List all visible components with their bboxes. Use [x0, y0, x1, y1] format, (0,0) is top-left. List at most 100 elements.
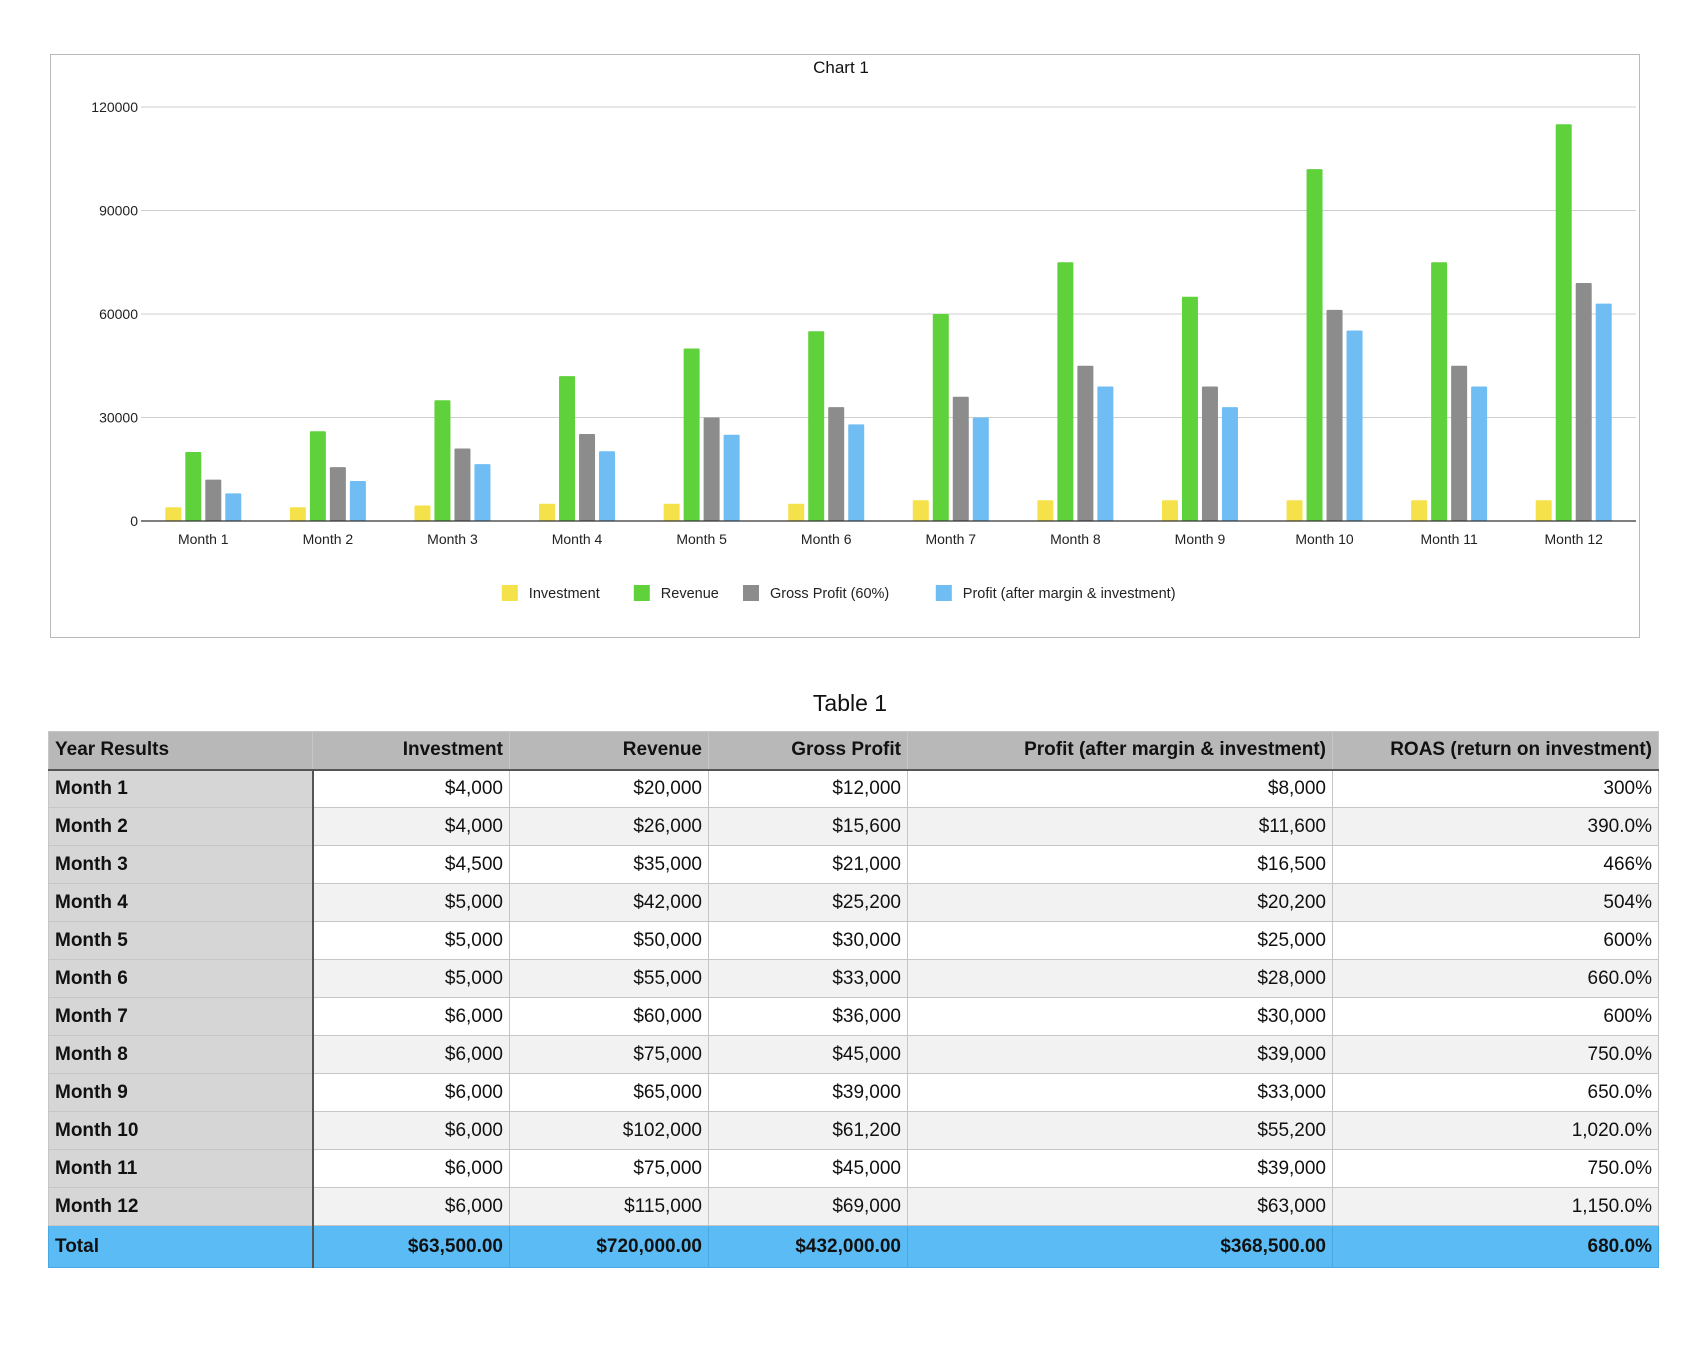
roas-cell: 390.0% [1332, 807, 1659, 846]
legend-swatch [633, 585, 650, 601]
bar-investment-2 [289, 507, 306, 521]
profit-cell: $39,000 [907, 1149, 1333, 1188]
row-label: Month 1 [48, 769, 314, 808]
bar-gross-profit-60-7 [952, 396, 969, 521]
x-tick-label: Month 3 [427, 531, 478, 547]
bar-investment-12 [1535, 500, 1552, 521]
bar-revenue-12 [1555, 124, 1572, 521]
revenue-cell: $115,000 [509, 1187, 709, 1226]
bar-gross-profit-60-11 [1451, 365, 1468, 521]
bar-gross-profit-60-1 [205, 479, 222, 521]
bar-revenue-1 [185, 452, 202, 521]
legend: Investment Revenue Gross Profit (60%) Profi… [501, 585, 1176, 602]
row-label: Month 2 [48, 807, 314, 846]
profit-cell: $20,200 [907, 883, 1333, 922]
table-row: Month 1 $4,000 $20,000 $12,000 $8,000 300% [48, 769, 1659, 808]
table-title: Table 1 [812, 690, 888, 716]
bar-revenue-2 [309, 431, 326, 521]
table-row: Month 3 $4,500 $35,000 $21,000 $16,500 466% [48, 845, 1659, 884]
axes: 0 30000 60000 90000 120000 Month 1 Month 2 Mont… [91, 99, 1636, 547]
total-revenue: $720,000.00 [509, 1225, 709, 1268]
gross-profit-cell: $25,200 [708, 883, 908, 922]
gross-profit-cell: $39,000 [708, 1073, 908, 1112]
bar-gross-profit-60-4 [579, 434, 596, 521]
y-tick-label: 90000 [99, 203, 138, 219]
bar-gross-profit-60-10 [1326, 309, 1343, 521]
bar-investment-8 [1037, 500, 1054, 521]
gross-profit-cell: $36,000 [708, 997, 908, 1036]
roas-cell: 504% [1332, 883, 1659, 922]
bar-revenue-6 [808, 331, 825, 521]
bar-investment-7 [912, 500, 929, 521]
bar-revenue-4 [559, 376, 576, 521]
legend-label: Investment [529, 586, 600, 602]
bar-investment-1 [165, 507, 182, 521]
profit-cell: $16,500 [907, 845, 1333, 884]
gross-profit-cell: $69,000 [708, 1187, 908, 1226]
total-roas: 680.0% [1332, 1225, 1659, 1268]
gridlines [141, 106, 1636, 418]
bar-profit-after-margin-investment-4 [599, 451, 616, 521]
bar-investment-11 [1411, 500, 1428, 521]
y-tick-label: 120000 [91, 99, 138, 115]
investment-cell: $6,000 [312, 1073, 510, 1112]
gross-profit-cell: $15,600 [708, 807, 908, 846]
table-body: Month 1 $4,000 $20,000 $12,000 $8,000 300% Mon… [48, 769, 1659, 1226]
roas-cell: 750.0% [1332, 1035, 1659, 1074]
row-label: Month 9 [48, 1073, 314, 1112]
investment-cell: $5,000 [312, 883, 510, 922]
bar-gross-profit-60-12 [1575, 282, 1592, 521]
x-tick-label: Month 11 [1420, 531, 1478, 547]
gross-profit-cell: $45,000 [708, 1035, 908, 1074]
x-tick-label: Month 6 [801, 531, 852, 547]
bar-profit-after-margin-investment-7 [972, 417, 989, 521]
investment-cell: $4,000 [312, 769, 510, 808]
bar-revenue-10 [1306, 169, 1323, 521]
profit-cell: $28,000 [907, 959, 1333, 998]
total-label: Total [48, 1225, 314, 1268]
revenue-cell: $26,000 [509, 807, 709, 846]
roas-cell: 1,150.0% [1332, 1187, 1659, 1226]
y-tick-label: 30000 [99, 410, 138, 426]
x-tick-label: Month 8 [1050, 531, 1101, 547]
bar-gross-profit-60-5 [703, 417, 720, 521]
x-tick-label: Month 5 [676, 531, 727, 547]
x-tick-label: Month 1 [178, 531, 229, 547]
x-tick-label: Month 7 [925, 531, 976, 547]
bar-profit-after-margin-investment-12 [1595, 303, 1612, 521]
gross-profit-cell: $21,000 [708, 845, 908, 884]
investment-cell: $6,000 [312, 1187, 510, 1226]
investment-cell: $5,000 [312, 921, 510, 960]
row-label: Month 5 [48, 921, 314, 960]
roas-cell: 650.0% [1332, 1073, 1659, 1112]
bar-investment-9 [1161, 500, 1178, 521]
bar-profit-after-margin-investment-3 [474, 464, 491, 521]
bar-revenue-3 [434, 400, 451, 521]
x-tick-label: Month 9 [1175, 531, 1226, 547]
table-row: Month 2 $4,000 $26,000 $15,600 $11,600 390.0% [48, 807, 1659, 846]
profit-cell: $8,000 [907, 769, 1333, 808]
bar-revenue-9 [1181, 296, 1198, 521]
x-tick-label: Month 4 [552, 531, 603, 547]
bar-investment-5 [663, 503, 680, 521]
header-year-results: Year Results [48, 731, 313, 771]
bars [165, 124, 1612, 521]
bar-profit-after-margin-investment-5 [723, 434, 740, 521]
bar-revenue-5 [683, 348, 700, 521]
row-label: Month 7 [48, 997, 314, 1036]
legend-swatch [501, 585, 518, 601]
investment-cell: $4,500 [312, 845, 510, 884]
revenue-cell: $75,000 [509, 1149, 709, 1188]
gross-profit-cell: $45,000 [708, 1149, 908, 1188]
bar-profit-after-margin-investment-9 [1221, 407, 1238, 521]
investment-cell: $6,000 [312, 1149, 510, 1188]
y-tick-label: 60000 [99, 306, 138, 322]
results-table: Year Results Investment Revenue Gross Pr… [48, 731, 1659, 1268]
profit-cell: $25,000 [907, 921, 1333, 960]
table-row: Month 7 $6,000 $60,000 $36,000 $30,000 600% [48, 997, 1659, 1036]
table-row: Month 10 $6,000 $102,000 $61,200 $55,200 1,02… [48, 1111, 1659, 1150]
profit-cell: $11,600 [907, 807, 1333, 846]
bar-profit-after-margin-investment-2 [349, 480, 366, 521]
roas-cell: 1,020.0% [1332, 1111, 1659, 1150]
bar-revenue-8 [1057, 262, 1074, 521]
